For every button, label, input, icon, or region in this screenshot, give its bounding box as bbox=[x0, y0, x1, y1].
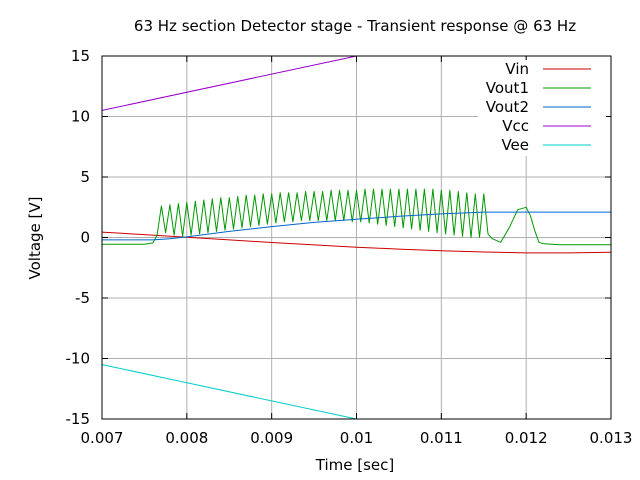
y-tick-label: 15 bbox=[71, 47, 90, 65]
chart-title: 63 Hz section Detector stage - Transient… bbox=[134, 17, 576, 35]
y-tick-label: 10 bbox=[71, 108, 90, 126]
series-layer bbox=[101, 55, 612, 420]
x-tick-label: 0.009 bbox=[250, 429, 293, 447]
x-tick-label: 0.007 bbox=[81, 429, 124, 447]
legend-label: Vout1 bbox=[486, 79, 529, 97]
x-tick-label: 0.008 bbox=[165, 429, 208, 447]
legend-label: Vin bbox=[505, 60, 529, 78]
x-tick-label: 0.01 bbox=[340, 429, 373, 447]
axis-ticks: 0.007 0.008 0.009 0.01 0.011 0.012 0.013 -15 -10… bbox=[66, 47, 633, 447]
x-tick-label: 0.012 bbox=[505, 429, 548, 447]
series-line-vee bbox=[101, 364, 357, 420]
legend-label: Vcc bbox=[502, 117, 529, 135]
legend-label: Vout2 bbox=[486, 98, 529, 116]
legend-background bbox=[478, 60, 606, 156]
y-tick-label: -5 bbox=[75, 289, 90, 307]
y-axis-label: Voltage [V] bbox=[26, 197, 44, 280]
x-tick-label: 0.011 bbox=[420, 429, 463, 447]
x-axis-label: Time [sec] bbox=[315, 456, 394, 474]
y-tick-label: 5 bbox=[80, 168, 90, 186]
series-line-vcc bbox=[101, 55, 357, 111]
legend-label: Vee bbox=[501, 136, 529, 154]
y-tick-label: -10 bbox=[66, 350, 91, 368]
y-tick-label: 0 bbox=[80, 229, 90, 247]
y-tick-label: -15 bbox=[66, 410, 91, 428]
series-line-vout2 bbox=[102, 211, 611, 241]
x-tick-label: 0.013 bbox=[590, 429, 633, 447]
